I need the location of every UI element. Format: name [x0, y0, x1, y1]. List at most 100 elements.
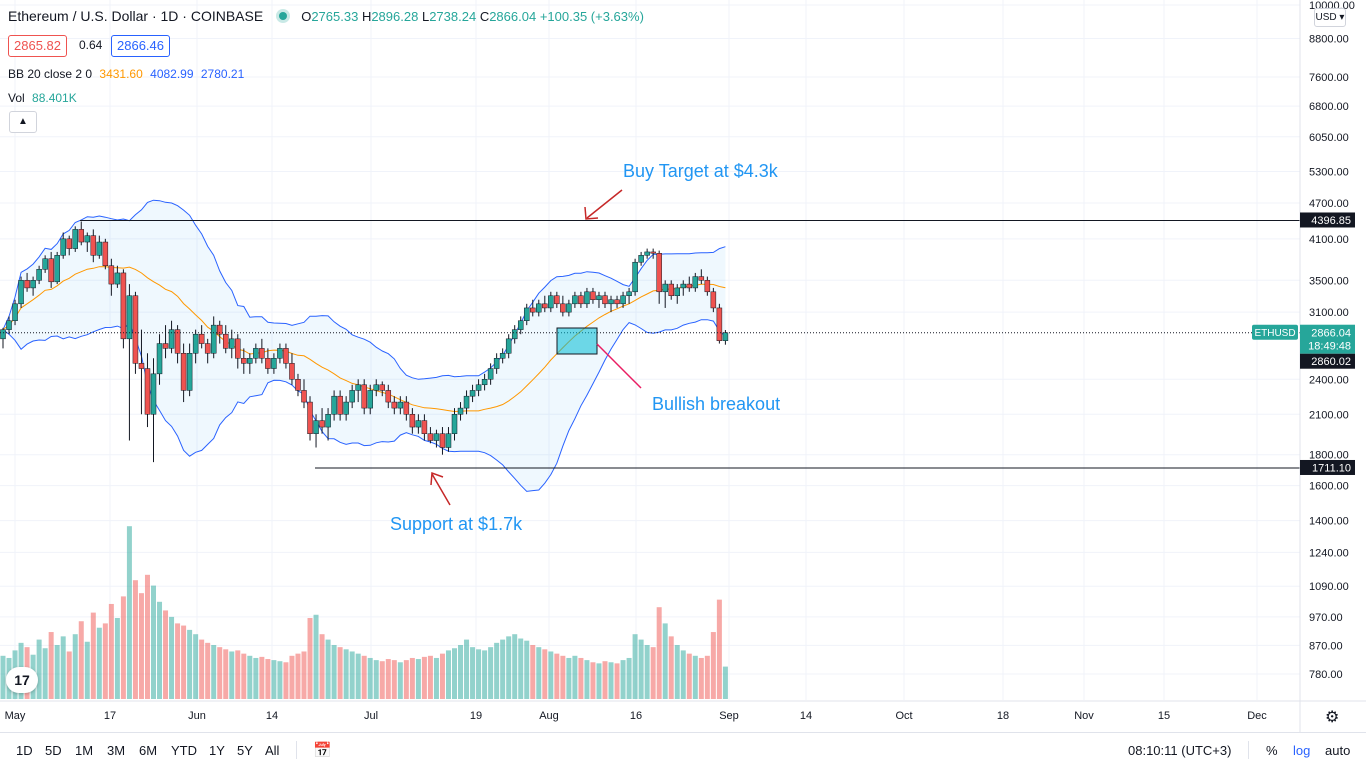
candle: [102, 238, 109, 270]
high-value: 2896.28: [371, 8, 419, 24]
volume-bar: [199, 639, 205, 699]
price-tick-label: 1400.00: [1309, 516, 1349, 528]
candle: [481, 373, 488, 391]
candle: [337, 390, 343, 421]
candle: [554, 291, 560, 308]
volume-bar: [265, 659, 271, 699]
range-1d[interactable]: 1D: [16, 743, 33, 758]
candle: [301, 379, 307, 409]
currency-button[interactable]: USD ▾: [1314, 8, 1346, 27]
bottom-toolbar: 1D 5D 1M 3M 6M YTD 1Y 5Y All 📅 08:10:11 …: [0, 732, 1366, 769]
collapse-legend-button[interactable]: ▲: [9, 111, 37, 133]
time-tick-label: 18: [997, 710, 1009, 722]
volume-bar: [325, 639, 331, 699]
volume-bar: [331, 645, 337, 699]
candle: [54, 251, 60, 285]
volume-bar: [512, 634, 518, 699]
volume-bar: [0, 655, 6, 699]
candle: [168, 320, 175, 354]
candle: [120, 269, 127, 349]
price-tag: 4396.85: [1300, 212, 1355, 228]
price-axis[interactable]: 10000.008800.007600.006800.006050.005300…: [1309, 0, 1355, 681]
price-tick-label: 2100.00: [1309, 409, 1349, 421]
candle: [331, 390, 337, 421]
bollinger-legend[interactable]: BB 20 close 2 0 3431.60 4082.99 2780.21: [8, 67, 244, 81]
volume-bar: [193, 634, 199, 699]
auto-scale-toggle[interactable]: auto: [1325, 743, 1351, 758]
volume-bar: [295, 653, 301, 699]
candle: [451, 408, 458, 441]
candle: [560, 295, 566, 317]
price-tick-label: 6800.00: [1309, 101, 1349, 113]
volume-bar: [584, 660, 590, 699]
candle: [66, 235, 72, 256]
volume-bar: [211, 645, 217, 699]
candle: [578, 291, 584, 308]
volume-bar: [445, 650, 451, 699]
candle: [662, 280, 668, 308]
range-3m[interactable]: 3M: [107, 743, 126, 758]
ohlc-values: O2765.33 H2896.28 L2738.24 C2866.04 +100…: [301, 9, 644, 24]
volume-bar: [361, 655, 367, 699]
candle: [710, 287, 717, 313]
close-label: C: [479, 8, 490, 24]
candle: [692, 272, 699, 292]
candle: [186, 343, 193, 397]
volume-bar: [710, 632, 716, 699]
volume-bar: [602, 661, 608, 699]
svg-text:2866.04: 2866.04: [1311, 328, 1351, 340]
change-value: +100.35 (+3.63%): [539, 8, 644, 24]
range-ytd[interactable]: YTD: [171, 743, 197, 758]
sell-price-button[interactable]: 2865.82: [8, 35, 67, 57]
tradingview-logo[interactable]: 17: [6, 667, 38, 693]
date-range-icon[interactable]: 📅: [313, 742, 332, 759]
symbol-title[interactable]: Ethereum / U.S. Dollar · 1D · COINBASE: [8, 8, 264, 24]
candle: [84, 232, 91, 252]
log-scale-toggle[interactable]: log: [1293, 743, 1311, 758]
volume-bar: [494, 642, 500, 699]
range-6m[interactable]: 6M: [139, 743, 158, 758]
time-axis[interactable]: May 17 Jun 14 Jul 19 Aug 16 Sep 14 Oct 18 Nov 15 Dec: [5, 710, 1268, 722]
price-tick-label: 870.00: [1309, 640, 1343, 652]
candle: [499, 348, 506, 364]
volume-bar: [42, 648, 48, 699]
candle: [30, 276, 36, 296]
range-1y[interactable]: 1Y: [209, 743, 225, 758]
svg-text:18:49:48: 18:49:48: [1308, 341, 1351, 353]
volume-bar: [163, 610, 169, 699]
volume-bar: [476, 649, 482, 699]
candle: [572, 291, 578, 308]
range-5d[interactable]: 5D: [45, 743, 62, 758]
range-5y[interactable]: 5Y: [237, 743, 253, 758]
volume-bar: [102, 623, 108, 699]
percent-scale-toggle[interactable]: %: [1266, 743, 1278, 758]
candle: [439, 427, 446, 455]
candle: [475, 379, 482, 397]
low-value: 2738.24: [429, 8, 477, 24]
settings-icon[interactable]: ⚙: [1325, 707, 1339, 726]
price-chart[interactable]: Buy Target at $4.3k Bullish breakout Sup…: [0, 0, 1366, 732]
range-all[interactable]: All: [265, 743, 280, 758]
volume-bar: [656, 607, 662, 699]
volume-legend[interactable]: Vol 88.401K: [8, 91, 77, 105]
volume-bar: [409, 657, 415, 699]
high-label: H: [361, 8, 372, 24]
candle: [144, 353, 151, 428]
candle: [6, 316, 12, 335]
price-tick-label: 1800.00: [1309, 450, 1349, 462]
volume-bar: [289, 655, 295, 699]
candle: [385, 384, 392, 409]
clock-timezone[interactable]: 08:10:11 (UTC+3): [1128, 743, 1232, 758]
buy-price-button[interactable]: 2866.46: [111, 35, 170, 57]
volume-bar: [355, 653, 361, 699]
range-1m[interactable]: 1M: [75, 743, 94, 758]
candle: [620, 291, 626, 308]
volume-bar: [644, 645, 650, 699]
time-tick-label: Aug: [539, 710, 559, 722]
candle: [283, 343, 289, 369]
price-tick-label: 3500.00: [1309, 275, 1349, 287]
candle: [596, 291, 602, 308]
volume-bar: [470, 647, 476, 699]
candle: [656, 250, 662, 304]
volume-bar: [205, 642, 211, 699]
